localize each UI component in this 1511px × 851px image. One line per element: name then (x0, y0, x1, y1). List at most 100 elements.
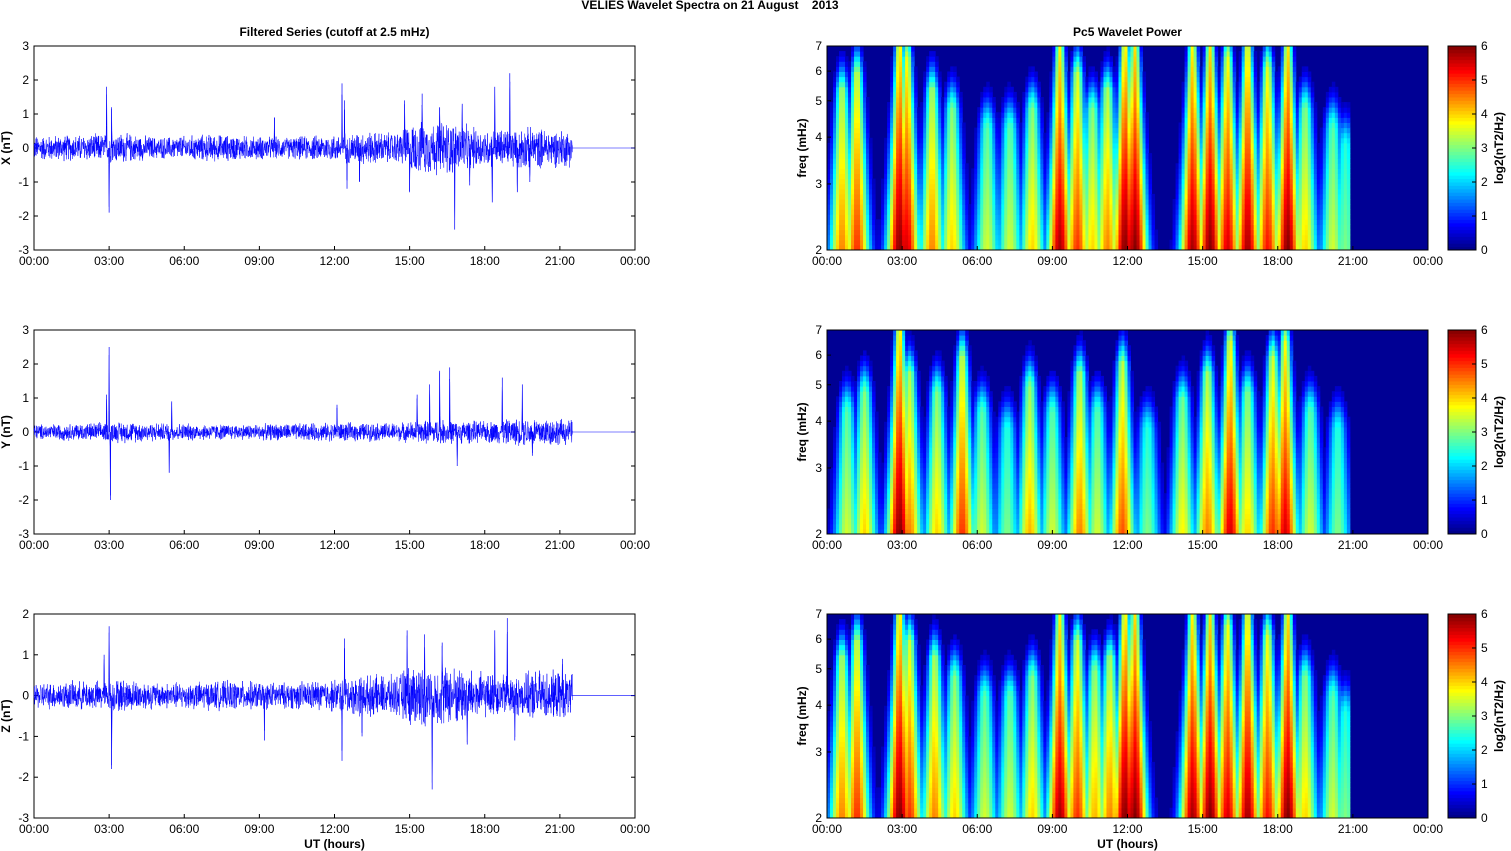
wavelet-x-cell (1067, 158, 1071, 164)
wavelet-x-cell (836, 81, 840, 88)
wavelet-x-cell (1061, 61, 1065, 67)
wavelet-x-cell (902, 127, 906, 134)
wavelet-x-cell (896, 229, 900, 236)
wavelet-x-cell (878, 234, 882, 241)
wavelet-x-cell (1253, 168, 1258, 174)
wavelet-x-cell (845, 163, 849, 169)
wavelet-x-cell (926, 76, 930, 83)
filtered-x-xtick-label: 12:00 (319, 254, 349, 268)
wavelet-x-cell (1241, 158, 1246, 164)
wavelet-x-cell (923, 132, 927, 139)
wavelet-x-cell (1232, 46, 1237, 52)
wavelet-x-cell (1049, 127, 1053, 134)
wavelet-x-cell (1037, 137, 1041, 144)
wavelet-x-cell (842, 91, 846, 98)
wavelet-x-cell (1205, 61, 1210, 67)
wavelet-x-cell (1235, 81, 1240, 88)
wavelet-x-cell (1253, 244, 1258, 250)
wavelet-x-cell (926, 244, 930, 250)
wavelet-x-cell (1031, 102, 1035, 108)
wavelet-x-cell (899, 122, 903, 129)
wavelet-x-cell (1133, 163, 1138, 169)
wavelet-x-cell (1085, 209, 1089, 215)
wavelet-x-cell (1091, 183, 1095, 190)
wavelet-x-cell (1199, 97, 1204, 103)
wavelet-x-cell (1259, 132, 1264, 139)
wavelet-x-cell (1028, 112, 1032, 118)
wavelet-x-cell (1181, 107, 1186, 113)
wavelet-x-cell (1115, 71, 1119, 78)
wavelet-x-cell (1268, 117, 1273, 123)
wavelet-x-cell (1202, 209, 1207, 215)
wavelet-x-cell (1007, 188, 1011, 195)
filtered-y-ylabel: Y (nT) (0, 415, 13, 449)
wavelet-x-cell (1175, 224, 1180, 231)
wavelet-x-cell (1211, 158, 1216, 164)
wavelet-x-cell (941, 132, 945, 139)
wavelet-x-cell (1226, 193, 1231, 200)
wavelet-x-cell (1184, 219, 1189, 225)
wavelet-x-cell (932, 81, 936, 88)
wavelet-x-cell (977, 107, 981, 113)
wavelet-x-cell (932, 224, 936, 231)
wavelet-x-cell (1238, 122, 1243, 129)
wavelet-x-cell (1094, 148, 1098, 154)
wavelet-x-cell (944, 178, 948, 185)
wavelet-x-cell (1082, 112, 1086, 118)
wavelet-x-cell (1229, 76, 1234, 83)
wavelet-x-cell (1127, 224, 1132, 231)
wavelet-x-cell (1265, 137, 1270, 144)
wavelet-x-cell (1145, 224, 1150, 231)
wavelet-x-cell (902, 61, 906, 67)
wavelet-x-cell (1052, 214, 1056, 220)
wavelet-x-cell (1049, 81, 1053, 88)
wavelet-x-cell (1094, 244, 1098, 250)
wavelet-x-cell (1007, 204, 1011, 210)
wavelet-x-cell (1193, 137, 1198, 144)
wavelet-x-cell (1139, 46, 1144, 52)
wavelet-x-cell (1196, 183, 1201, 190)
wavelet-x-cell (1115, 117, 1119, 123)
wavelet-x-cell (905, 204, 909, 210)
wavelet-x-cell (1196, 244, 1201, 250)
wavelet-x-cell (1091, 97, 1095, 103)
wavelet-x-cell (923, 76, 927, 83)
wavelet-x-cell (854, 51, 858, 57)
wavelet-x-cell (1133, 122, 1138, 129)
wavelet-x-cell (860, 214, 864, 220)
wavelet-x-cell (1214, 76, 1219, 83)
wavelet-x-cell (1088, 163, 1092, 169)
filtered-y-xtick-label: 15:00 (395, 538, 425, 552)
wavelet-x-cell (845, 214, 849, 220)
wavelet-x-cell (1133, 46, 1138, 52)
wavelet-x-cell (941, 239, 945, 246)
filtered-x-title: Filtered Series (cutoff at 2.5 mHz) (239, 25, 429, 39)
wavelet-x-cell (1121, 137, 1125, 144)
wavelet-x-cell (1010, 204, 1014, 210)
wavelet-x-cell (1142, 183, 1147, 190)
wavelet-x-cell (1049, 102, 1053, 108)
wavelet-x-cell (1103, 158, 1107, 164)
wavelet-x-cell (851, 224, 855, 231)
wavelet-x-cell (1181, 178, 1186, 185)
wavelet-x-cell (887, 229, 891, 236)
wavelet-x-cell (1073, 158, 1077, 164)
wavelet-x-cell (1220, 158, 1225, 164)
wavelet-x-cell (1001, 193, 1005, 200)
wavelet-x-cell (1019, 199, 1023, 205)
wavelet-x-cell (905, 219, 909, 225)
wavelet-x-cell (1187, 122, 1192, 129)
wavelet-x-cell (1016, 142, 1020, 149)
wavelet-x-cell (947, 199, 951, 205)
wavelet-x-cell (899, 199, 903, 205)
wavelet-x-cell (1226, 234, 1231, 241)
wavelet-x-cell (1241, 224, 1246, 231)
wavelet-x-cell (1061, 122, 1065, 129)
wavelet-x-cell (1268, 234, 1273, 241)
wavelet-x-cell (830, 158, 834, 164)
wavelet-x-cell (863, 178, 867, 185)
wavelet-x-cell (995, 173, 999, 180)
wavelet-x-cell (1253, 239, 1258, 246)
wavelet-x-cell (1211, 199, 1216, 205)
wavelet-x-cell (926, 224, 930, 231)
